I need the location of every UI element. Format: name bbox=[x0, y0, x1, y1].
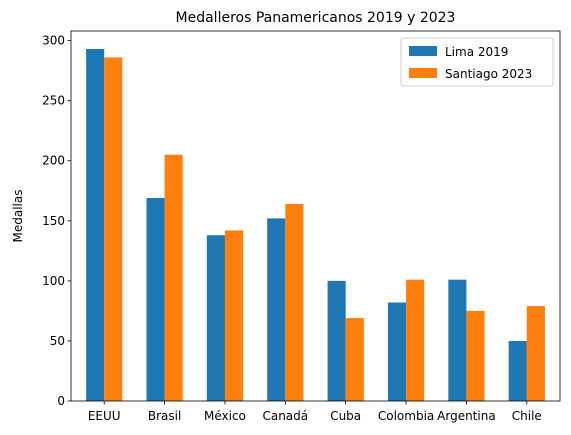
bar-santiago-2023-méxico bbox=[224, 230, 244, 401]
x-tick-label: México bbox=[204, 409, 246, 423]
chart-title: Medalleros Panamericanos 2019 y 2023 bbox=[176, 10, 456, 26]
legend-swatch bbox=[409, 68, 437, 78]
legend-label: Lima 2019 bbox=[445, 45, 508, 59]
y-tick-label: 100 bbox=[42, 274, 65, 288]
bar-santiago-2023-brasil bbox=[164, 154, 183, 401]
bar-lima-2019-eeuu bbox=[86, 49, 105, 402]
bar-lima-2019-chile bbox=[508, 340, 527, 401]
bar-santiago-2023-eeuu bbox=[104, 57, 123, 402]
bar-lima-2019-cuba bbox=[327, 280, 346, 401]
x-tick-label: EEUU bbox=[88, 409, 121, 423]
legend-box bbox=[400, 37, 554, 87]
bar-santiago-2023-cuba bbox=[345, 318, 364, 401]
x-tick-label: Argentina bbox=[437, 409, 496, 423]
y-tick-label: 150 bbox=[42, 214, 65, 228]
legend: Lima 2019 Santiago 2023 bbox=[400, 37, 554, 87]
bar-santiago-2023-colombia bbox=[406, 279, 425, 401]
bar-santiago-2023-chile bbox=[526, 306, 545, 401]
x-tick-label: Brasil bbox=[148, 409, 181, 423]
x-tick-label: Chile bbox=[512, 409, 542, 423]
plot-frame bbox=[70, 30, 561, 402]
x-tick-label: Colombia bbox=[378, 409, 434, 423]
y-tick-label: 250 bbox=[42, 94, 65, 108]
y-tick-label: 200 bbox=[42, 154, 65, 168]
plot-area: 0 50 100 150 200 250 300 EEUU Brasil México Canadá… bbox=[42, 30, 561, 423]
bar-santiago-2023-canadá bbox=[285, 203, 304, 401]
y-tick-label: 0 bbox=[57, 394, 65, 408]
x-tick-label: Canadá bbox=[262, 409, 308, 423]
bar-lima-2019-méxico bbox=[206, 235, 225, 401]
bar-santiago-2023-argentina bbox=[466, 310, 485, 401]
legend-swatch bbox=[409, 46, 437, 56]
y-axis-label: Medallas bbox=[11, 190, 25, 243]
bar-lima-2019-brasil bbox=[146, 197, 165, 401]
x-tick-label: Cuba bbox=[330, 409, 361, 423]
legend-label: Santiago 2023 bbox=[445, 67, 532, 81]
bar-lima-2019-argentina bbox=[448, 279, 467, 401]
bar-lima-2019-canadá bbox=[267, 218, 286, 401]
y-tick-label: 50 bbox=[50, 334, 65, 348]
y-tick-label: 300 bbox=[42, 34, 65, 48]
bar-lima-2019-colombia bbox=[387, 302, 407, 401]
